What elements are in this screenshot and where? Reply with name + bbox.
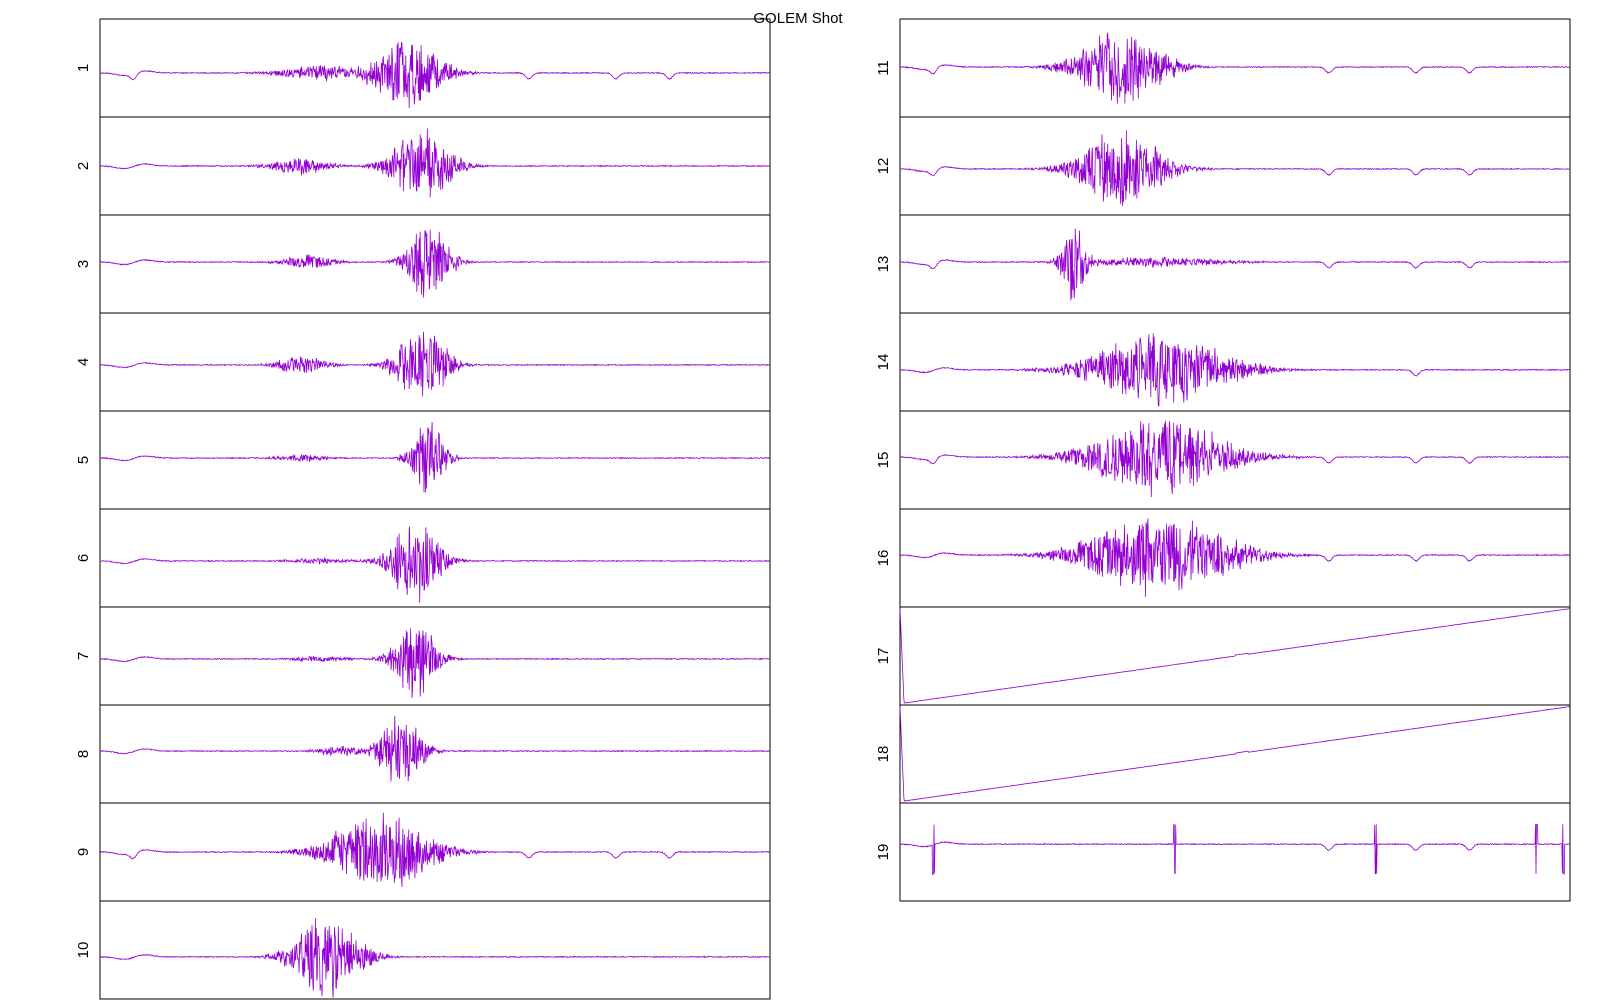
panel-label-1: 1 [75, 64, 92, 72]
panel-frame-11 [899, 18, 1571, 118]
panel-frame-19 [899, 802, 1571, 902]
panel-frame-8 [99, 704, 771, 804]
panel-label-14: 14 [875, 354, 892, 371]
panel-frame-14 [899, 312, 1571, 412]
panel-label-19: 19 [875, 844, 892, 861]
panel-label-7: 7 [75, 652, 92, 660]
panel-label-10: 10 [75, 942, 92, 959]
trace-14 [899, 333, 1571, 408]
trace-8 [99, 715, 771, 782]
trace-9 [99, 812, 771, 888]
panel-label-5: 5 [75, 456, 92, 464]
panel-frame-16 [899, 508, 1571, 608]
trace-1 [99, 41, 771, 109]
trace-2 [99, 128, 771, 198]
trace-15 [899, 420, 1571, 498]
panel-label-13: 13 [875, 256, 892, 273]
trace-16 [900, 518, 1571, 597]
panel-label-4: 4 [75, 358, 92, 366]
trace-13 [899, 228, 1571, 301]
panel-frame-15 [899, 410, 1571, 510]
panel-label-2: 2 [75, 162, 92, 170]
panel-frame-3 [99, 214, 771, 314]
trace-17 [899, 608, 1570, 704]
panel-label-16: 16 [875, 550, 892, 567]
panel-label-11: 11 [875, 60, 892, 76]
trace-19 [899, 823, 1571, 875]
trace-12 [899, 130, 1571, 207]
panel-label-3: 3 [75, 260, 92, 268]
trace-10 [99, 918, 771, 998]
panel-frame-13 [899, 214, 1571, 314]
trace-3 [99, 229, 771, 298]
panel-label-18: 18 [875, 746, 892, 763]
panel-label-17: 17 [875, 648, 892, 665]
panel-frame-10 [99, 900, 771, 1000]
figure-title: GOLEM Shot [753, 10, 843, 27]
panel-label-9: 9 [75, 848, 92, 856]
panel-label-6: 6 [75, 554, 92, 562]
panel-label-15: 15 [875, 452, 892, 469]
trace-4 [99, 331, 771, 397]
trace-5 [99, 421, 771, 493]
panel-label-8: 8 [75, 750, 92, 758]
trace-11 [899, 32, 1571, 104]
trace-6 [99, 526, 771, 603]
trace-18 [899, 706, 1571, 802]
trace-7 [99, 628, 771, 699]
panel-frame-12 [899, 116, 1571, 216]
panel-label-12: 12 [875, 158, 892, 175]
